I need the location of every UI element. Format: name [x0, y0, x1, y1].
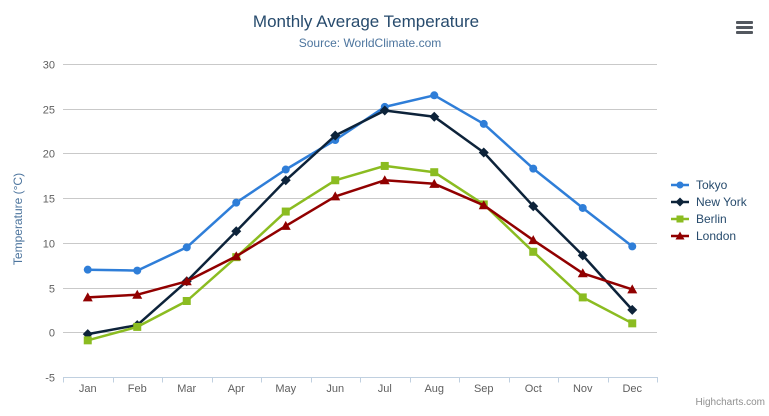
data-point-new-york-jul[interactable] — [379, 105, 390, 116]
data-point-berlin-jun[interactable] — [331, 176, 340, 185]
legend-label: Tokyo — [696, 177, 728, 192]
triangle-legend-marker-icon — [671, 231, 689, 239]
data-point-berlin-may[interactable] — [281, 207, 290, 216]
legend-marker — [676, 215, 684, 222]
legend-item-london[interactable]: London — [671, 227, 747, 244]
data-point-new-york-dec[interactable] — [627, 304, 638, 315]
data-point-new-york-may[interactable] — [280, 175, 291, 186]
data-point-tokyo-aug[interactable] — [430, 91, 439, 100]
y-axis-tick-label: 5 — [49, 284, 55, 296]
y-axis-title: Temperature (°C) — [11, 172, 25, 266]
data-point-london-dec[interactable] — [627, 284, 638, 294]
data-point-berlin-aug[interactable] — [430, 168, 439, 177]
legend-item-new-york[interactable]: New York — [671, 193, 747, 210]
data-point-tokyo-feb[interactable] — [133, 266, 142, 275]
chart-subtitle: Source: WorldClimate.com — [298, 36, 442, 50]
chart-legend: Tokyo New York Berlin London — [671, 176, 747, 244]
y-axis-tick-label: 15 — [43, 194, 55, 206]
x-axis-tick-label: Jul — [378, 383, 392, 395]
x-axis-tick-label: May — [275, 383, 296, 395]
x-axis-tick-label: Apr — [228, 383, 245, 395]
highcharts-credit-link[interactable]: Highcharts.com — [695, 397, 765, 408]
data-point-london-nov[interactable] — [577, 268, 588, 278]
data-point-tokyo-oct[interactable] — [529, 164, 538, 173]
data-point-london-may[interactable] — [280, 220, 291, 230]
x-axis-tick-label: Mar — [177, 383, 196, 395]
series-line-new-york — [86, 109, 634, 336]
y-axis-tick-label: -5 — [45, 373, 55, 385]
y-axis-tick-label: 25 — [43, 105, 55, 117]
x-axis-tick-label: Sep — [474, 383, 494, 395]
data-point-tokyo-mar[interactable] — [182, 243, 191, 252]
series-line-london — [86, 179, 634, 299]
legend-label: Berlin — [696, 211, 727, 226]
data-point-london-feb[interactable] — [132, 289, 143, 299]
data-point-new-york-nov[interactable] — [577, 250, 588, 261]
circle-legend-marker-icon — [671, 181, 689, 188]
y-axis-tick-label: 20 — [43, 149, 55, 161]
legend-marker — [675, 197, 685, 206]
series-line-berlin — [86, 164, 634, 342]
y-axis-tick-label: 0 — [49, 328, 55, 340]
data-point-berlin-feb[interactable] — [133, 322, 142, 331]
x-axis-tick-label: Jan — [79, 383, 97, 395]
data-point-tokyo-sep[interactable] — [479, 119, 488, 128]
data-point-berlin-nov[interactable] — [578, 293, 587, 302]
data-point-berlin-dec[interactable] — [628, 319, 637, 328]
y-axis-tick-label: 10 — [43, 239, 55, 251]
x-axis-tick-label: Dec — [622, 383, 642, 395]
y-axis-tick-label: 30 — [43, 60, 55, 72]
data-point-berlin-jan[interactable] — [83, 336, 92, 345]
legend-label: London — [696, 228, 737, 243]
legend-marker — [675, 231, 685, 239]
data-point-london-apr[interactable] — [231, 251, 242, 261]
diamond-legend-marker-icon — [671, 197, 689, 206]
data-point-tokyo-apr[interactable] — [232, 198, 241, 207]
legend-label: New York — [696, 194, 747, 209]
data-point-london-jun[interactable] — [330, 191, 341, 201]
data-point-london-jan[interactable] — [82, 292, 93, 302]
data-point-berlin-jul[interactable] — [380, 161, 389, 170]
x-axis-tick-label: Feb — [128, 383, 147, 395]
data-point-new-york-jun[interactable] — [330, 130, 341, 141]
hamburger-icon — [736, 31, 753, 34]
data-point-london-aug[interactable] — [429, 178, 440, 188]
hamburger-icon — [736, 21, 753, 24]
series-line-tokyo — [86, 94, 634, 272]
legend-item-berlin[interactable]: Berlin — [671, 210, 747, 227]
chart-context-menu-button[interactable] — [736, 21, 753, 36]
data-point-london-sep[interactable] — [478, 200, 489, 210]
data-point-london-jul[interactable] — [379, 175, 390, 185]
data-point-berlin-mar[interactable] — [182, 296, 191, 305]
data-point-tokyo-jan[interactable] — [83, 265, 92, 274]
data-point-new-york-sep[interactable] — [478, 147, 489, 158]
data-point-tokyo-dec[interactable] — [628, 242, 637, 251]
data-point-new-york-aug[interactable] — [429, 111, 440, 122]
x-axis-tick-label: Oct — [525, 383, 542, 395]
data-point-tokyo-may[interactable] — [281, 165, 290, 174]
data-point-berlin-oct[interactable] — [529, 247, 538, 256]
legend-marker — [676, 181, 684, 188]
square-legend-marker-icon — [671, 215, 689, 222]
legend-item-tokyo[interactable]: Tokyo — [671, 176, 747, 193]
x-axis-tick-label: Aug — [424, 383, 444, 395]
hamburger-icon — [736, 26, 753, 29]
chart-title: Monthly Average Temperature — [252, 12, 480, 31]
data-point-new-york-oct[interactable] — [528, 201, 539, 212]
data-point-new-york-apr[interactable] — [231, 226, 242, 237]
data-point-tokyo-nov[interactable] — [578, 203, 587, 212]
data-point-london-oct[interactable] — [528, 235, 539, 245]
x-axis-tick-label: Jun — [326, 383, 344, 395]
x-axis-tick-label: Nov — [573, 383, 593, 395]
data-point-london-mar[interactable] — [181, 276, 192, 286]
